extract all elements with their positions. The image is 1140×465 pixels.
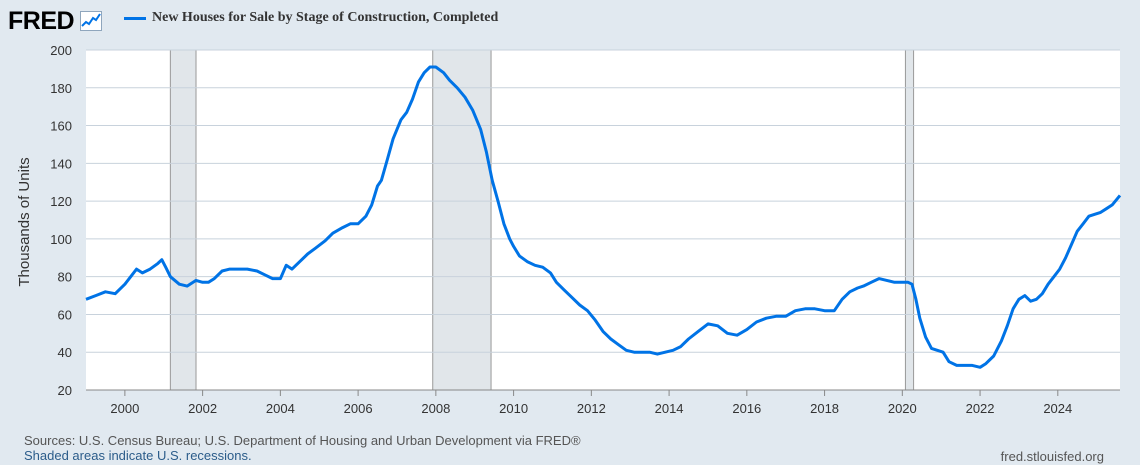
y-tick-label: 40	[58, 345, 72, 360]
y-tick-label: 160	[50, 119, 72, 134]
x-tick-label: 2024	[1043, 401, 1072, 416]
x-tick-label: 2020	[888, 401, 917, 416]
plot-area	[86, 50, 1120, 390]
x-tick-label: 2018	[810, 401, 839, 416]
recession-note[interactable]: Shaded areas indicate U.S. recessions.	[24, 448, 252, 463]
x-tick-label: 2006	[344, 401, 373, 416]
x-tick-label: 2002	[188, 401, 217, 416]
legend-swatch	[124, 16, 146, 20]
x-tick-label: 2012	[577, 401, 606, 416]
chart-legend: New Houses for Sale by Stage of Construc…	[124, 10, 498, 26]
fred-line-chart-icon	[80, 11, 103, 31]
recession-band	[169, 49, 197, 391]
x-tick-label: 2008	[421, 401, 450, 416]
y-tick-label: 100	[50, 232, 72, 247]
x-tick-label: 2014	[655, 401, 684, 416]
y-tick-label: 80	[58, 270, 72, 285]
fred-header: FRED	[8, 6, 103, 36]
x-tick-label: 2022	[966, 401, 995, 416]
y-tick-label: 180	[50, 81, 72, 96]
recession-band	[432, 49, 492, 391]
y-tick-label: 200	[50, 43, 72, 58]
recession-band	[904, 49, 915, 391]
y-tick-label: 20	[58, 383, 72, 398]
sources-note: Sources: U.S. Census Bureau; U.S. Depart…	[24, 433, 581, 448]
x-tick-label: 2016	[732, 401, 761, 416]
chart-footer: Sources: U.S. Census Bureau; U.S. Depart…	[24, 433, 581, 463]
series-line	[85, 65, 1122, 369]
x-tick-label: 2004	[266, 401, 295, 416]
y-axis-label: Thousands of Units	[16, 157, 33, 286]
legend-label[interactable]: New Houses for Sale by Stage of Construc…	[152, 10, 499, 25]
x-tick-label: 2010	[499, 401, 528, 416]
fred-logo[interactable]: FRED	[8, 7, 75, 35]
site-link[interactable]: fred.stlouisfed.org	[1000, 449, 1104, 464]
y-tick-label: 120	[50, 194, 72, 209]
x-tick-label: 2000	[110, 401, 139, 416]
y-tick-label: 60	[58, 307, 72, 322]
y-tick-label: 140	[50, 156, 72, 171]
